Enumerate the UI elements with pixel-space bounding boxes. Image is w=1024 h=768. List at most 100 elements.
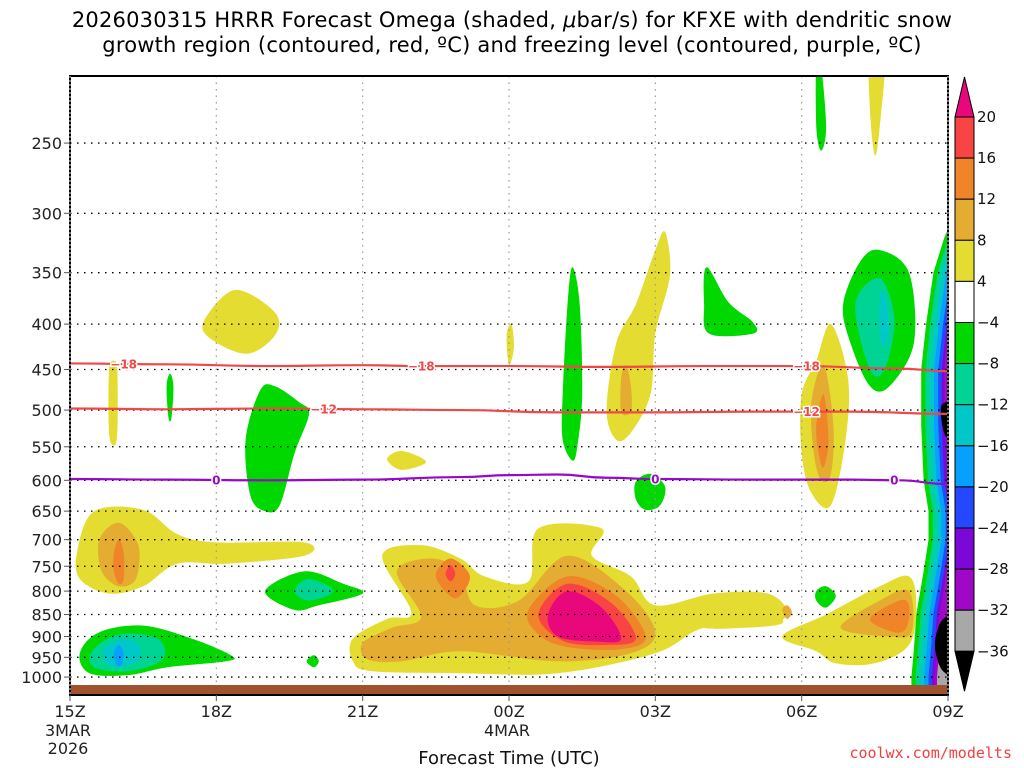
colorbar-bin: [954, 609, 975, 652]
colorbar-extend-min: [954, 650, 975, 692]
y-tick-label: 1000: [21, 668, 62, 687]
colorbar-bin: [954, 322, 975, 365]
contour-label: −12: [793, 405, 820, 419]
y-tick-label: 400: [31, 315, 62, 334]
ground-surface: [70, 685, 948, 695]
x-tick-label: 15Z: [54, 702, 85, 721]
contour-line-dgz-minus12: [70, 407, 948, 415]
y-tick-label: 800: [31, 582, 62, 601]
colorbar-bin: [954, 404, 975, 447]
colorbar-label: 4: [977, 272, 987, 290]
omega-region: [620, 365, 632, 416]
y-tick-label: 500: [31, 401, 62, 420]
contour-label: 0: [890, 474, 898, 488]
omega-region: [782, 605, 792, 620]
omega-region: [113, 644, 124, 667]
omega-region: [879, 290, 889, 348]
contour-label: 0: [651, 473, 659, 487]
colorbar-bin: [954, 157, 975, 200]
colorbar-bin: [954, 280, 975, 323]
omega-region: [108, 360, 118, 446]
omega-region: [294, 578, 334, 601]
colorbar-label: −24: [977, 519, 1009, 537]
colorbar-bin: [954, 486, 975, 529]
title-text-post: bar/s) for KFXE with dendritic snow: [576, 8, 953, 32]
colorbar-bin: [954, 568, 975, 611]
title-text-pre: 2026030315 HRRR Forecast Omega (shaded,: [71, 8, 563, 32]
y-tick-label: 950: [31, 648, 62, 667]
colorbar-label: 16: [977, 149, 996, 167]
x-tick-label: 09Z: [932, 702, 963, 721]
omega-region: [306, 655, 319, 668]
credit-link[interactable]: coolwx.com/modelts: [849, 744, 1012, 762]
y-tick-label: 450: [31, 360, 62, 379]
axes: 250 300 350 400 450 500 550 600 650 700 750 800 850 9…: [21, 75, 964, 758]
contour-line-dgz-minus18: [70, 362, 948, 373]
colorbar-label: −36: [977, 642, 1009, 660]
omega-shading: [75, 76, 948, 685]
contour-label: −18: [408, 360, 435, 374]
colorbar-bin: [954, 239, 975, 282]
title-mu-symbol: μ: [562, 8, 577, 32]
colorbar-bin: [954, 445, 975, 488]
y-tick-label: 850: [31, 605, 62, 624]
y-tick-label: 600: [31, 471, 62, 490]
colorbar-label: 12: [977, 190, 996, 208]
y-tick-label: 700: [31, 531, 62, 550]
y-tick-label: 250: [31, 134, 62, 153]
y-tick-label: 750: [31, 557, 62, 576]
omega-region: [815, 586, 836, 608]
x-tick-sublabel: 2026: [48, 739, 89, 758]
x-tick-sublabel: 3MAR: [45, 721, 91, 740]
omega-region: [561, 267, 583, 461]
omega-region: [934, 615, 948, 676]
contour-label: 0: [212, 473, 220, 487]
omega-region: [703, 267, 758, 337]
x-tick-label: 06Z: [786, 702, 817, 721]
contours: −18 −18 −18 −12 −12 0 0 0: [70, 356, 948, 489]
contour-label: −18: [110, 357, 137, 371]
colorbar-label: −8: [977, 355, 999, 373]
omega-region: [387, 450, 427, 470]
x-tick-label: 18Z: [201, 702, 232, 721]
y-tick-label: 300: [31, 204, 62, 223]
colorbar-label: −20: [977, 478, 1009, 496]
colorbar: 20 16 12 8 4 −4 −8 −12 −16 −20 −24 −28 −32 −36: [954, 76, 1009, 692]
omega-region: [868, 76, 885, 156]
omega-region: [815, 76, 827, 151]
x-axis-label: Forecast Time (UTC): [418, 748, 599, 768]
colorbar-label: −32: [977, 601, 1009, 619]
colorbar-bin: [954, 527, 975, 570]
x-tick-sublabel: 4MAR: [484, 721, 530, 740]
colorbar-label: −12: [977, 396, 1009, 414]
colorbar-label: −28: [977, 560, 1009, 578]
y-tick-label: 900: [31, 627, 62, 646]
omega-region: [702, 609, 784, 629]
colorbar-label: −4: [977, 314, 999, 332]
chart-title-line2: growth region (contoured, red, ºC) and f…: [102, 33, 922, 57]
colorbar-extend-max: [954, 76, 975, 118]
omega-region: [245, 384, 310, 513]
colorbar-bin: [954, 116, 975, 159]
omega-region: [869, 599, 910, 633]
omega-region: [166, 373, 174, 422]
contour-label: −12: [310, 402, 337, 416]
contour-line-freezing-level: [70, 473, 948, 486]
omega-region: [202, 289, 280, 354]
colorbar-bin: [954, 363, 975, 406]
y-tick-label: 650: [31, 502, 62, 521]
y-tick-label: 350: [31, 264, 62, 283]
omega-region: [113, 539, 125, 585]
colorbar-label: 8: [977, 231, 987, 249]
chart-title: 2026030315 HRRR Forecast Omega (shaded, …: [0, 8, 1024, 58]
contour-label: −18: [793, 360, 820, 374]
y-tick-label: 550: [31, 438, 62, 457]
omega-region: [445, 565, 456, 582]
x-tick-label: 00Z: [493, 702, 524, 721]
colorbar-label: 20: [977, 108, 996, 126]
colorbar-bin: [954, 198, 975, 241]
colorbar-label: −16: [977, 437, 1009, 455]
x-tick-label: 03Z: [640, 702, 671, 721]
omega-region: [506, 323, 514, 366]
